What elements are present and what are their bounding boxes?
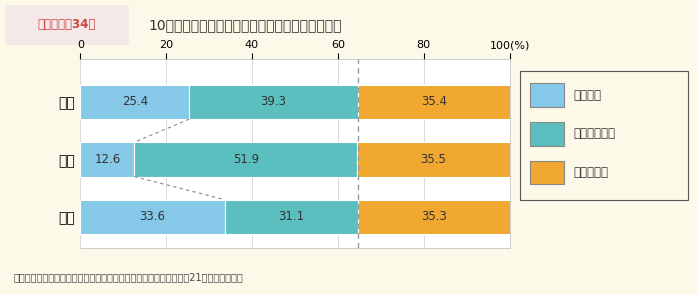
Text: 51.9: 51.9 — [232, 153, 259, 166]
Bar — [530, 122, 563, 146]
Text: 10年後，今より高い職責にあると思うか（性別）: 10年後，今より高い職責にあると思うか（性別） — [148, 18, 341, 32]
Bar — [80, 85, 189, 119]
Text: 第１－特－34図: 第１－特－34図 — [38, 19, 96, 31]
Text: 25.4: 25.4 — [121, 95, 148, 108]
Text: 12.6: 12.6 — [94, 153, 121, 166]
Text: 33.6: 33.6 — [140, 210, 165, 223]
Bar — [358, 85, 510, 119]
Text: そう思わない: そう思わない — [574, 127, 616, 141]
FancyBboxPatch shape — [5, 5, 129, 45]
Bar — [80, 200, 225, 234]
Bar — [358, 200, 510, 234]
Bar — [225, 200, 358, 234]
Text: 35.5: 35.5 — [420, 153, 446, 166]
FancyBboxPatch shape — [520, 71, 688, 200]
Bar — [134, 142, 357, 177]
Text: 39.3: 39.3 — [260, 95, 287, 108]
Bar — [357, 142, 510, 177]
Bar — [189, 85, 358, 119]
Text: 35.3: 35.3 — [421, 210, 447, 223]
Text: 31.1: 31.1 — [279, 210, 304, 223]
Bar — [530, 161, 563, 184]
Text: 35.4: 35.4 — [421, 95, 447, 108]
Text: （備考）内閣府「男女のライフスタイルに関する意識調査」（平成21年）より作成。: （備考）内閣府「男女のライフスタイルに関する意識調査」（平成21年）より作成。 — [14, 272, 244, 282]
Bar — [530, 83, 563, 107]
Text: そう思う: そう思う — [574, 88, 602, 102]
Text: 分からない: 分からない — [574, 166, 609, 179]
Bar — [80, 142, 134, 177]
